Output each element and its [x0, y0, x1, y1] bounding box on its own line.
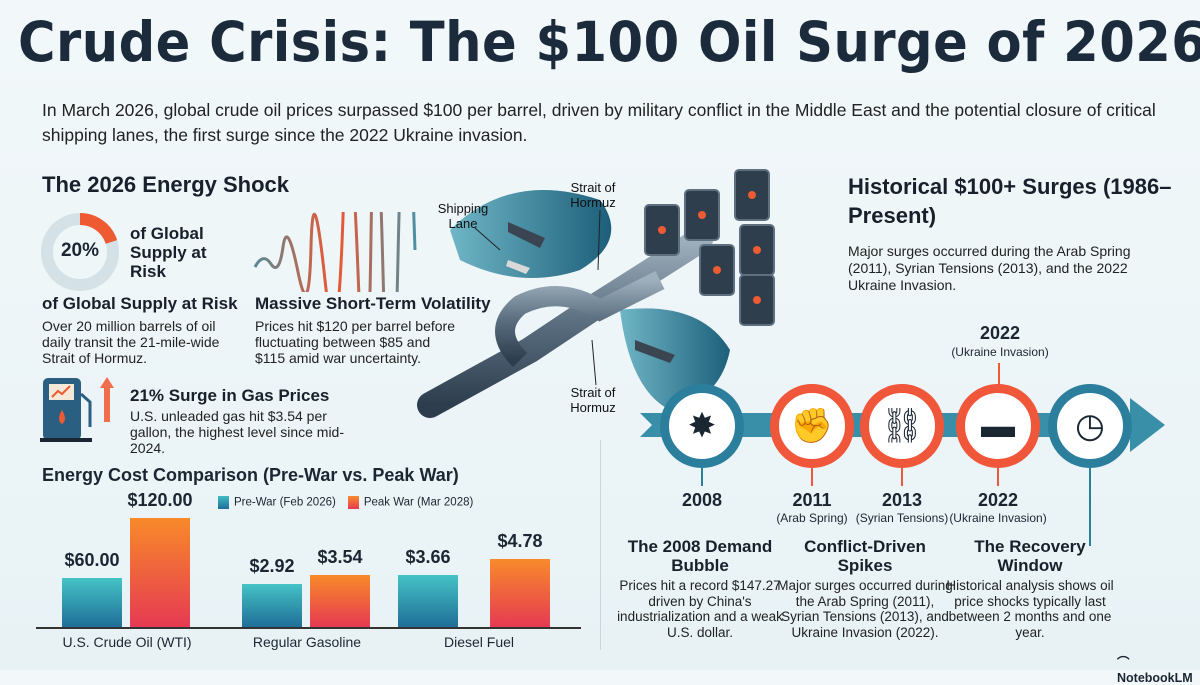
volatility-body: Prices hit $120 per barrel before fluctu…: [255, 318, 455, 366]
legend-item-prewar: Pre-War (Feb 2026): [218, 496, 336, 509]
timeline-node: ▬: [956, 384, 1040, 468]
category-label: Diesel Fuel: [443, 634, 515, 650]
page-subtitle: In March 2026, global crude oil prices s…: [42, 100, 1156, 145]
history-card-body: Historical analysis shows oil price shoc…: [946, 578, 1114, 640]
bar-peak-war: [310, 575, 370, 627]
top-marker-year: 2022: [979, 323, 1021, 343]
history-card-body: Major surges occurred during the Arab Sp…: [777, 578, 953, 640]
volatility-wave-icon: [253, 212, 417, 292]
event-label: (Ukraine Invasion): [949, 511, 1047, 525]
history-card-heading: The Recovery Window: [974, 537, 1086, 575]
history-card-body: Prices hit a record $147.27 driven by Ch…: [617, 578, 783, 640]
legend-label: Pre-War (Feb 2026): [234, 496, 336, 509]
chart-title: Energy Cost Comparison (Pre-War vs. Peak…: [42, 465, 459, 485]
timeline-node: ✊: [770, 384, 854, 468]
notebooklm-brand: ⌒ NotebookLM: [1117, 652, 1200, 685]
category-label: U.S. Crude Oil (WTI): [62, 634, 192, 650]
supply-body: Over 20 million barrels of oil daily tra…: [42, 318, 220, 366]
bar-pre-war: [398, 574, 458, 627]
brand-text: NotebookLM: [1117, 671, 1193, 685]
history-heading: Historical $100+ Surges (1986–Present): [848, 174, 1172, 228]
timeline-node: ◷: [1048, 384, 1132, 468]
bubble-burst-icon: ✸: [687, 407, 717, 445]
history-body: Major surges occurred during the Arab Sp…: [848, 243, 1131, 293]
event-year: 2022: [977, 490, 1019, 510]
broken-chain-icon: ⛓: [880, 407, 924, 445]
event-year: 2011: [792, 490, 832, 510]
event-year: 2013: [881, 490, 923, 510]
divider: [600, 440, 601, 650]
energy-shock-heading: The 2026 Energy Shock: [42, 172, 289, 197]
bar-value-label: $120.00: [127, 490, 193, 510]
top-marker-label: (Ukraine Invasion): [951, 345, 1049, 359]
strait-label-top: Strait of Hormuz: [570, 180, 616, 210]
bar-pre-war: [242, 584, 302, 627]
legend-label: Peak War (Mar 2028): [363, 496, 474, 509]
pipeline-strait-illustration: [417, 169, 775, 418]
gas-heading: 21% Surge in Gas Prices: [130, 386, 330, 405]
chart-baseline: [36, 627, 581, 629]
raised-fist-icon: ✊: [790, 407, 834, 445]
top-marker-line: [998, 363, 1000, 387]
gas-body: U.S. unleaded gas hit $3.54 per gallon, …: [130, 408, 345, 456]
clock-icon: ◷: [1075, 407, 1105, 445]
timeline-stem: [701, 468, 703, 486]
bar-peak-war: [130, 518, 190, 627]
legend-item-peakwar: Peak War (Mar 2028): [347, 496, 474, 509]
chart-legend: Pre-War (Feb 2026) Peak War (Mar 2028): [218, 496, 473, 509]
history-card-heading: Conflict-Driven Spikes: [804, 537, 926, 575]
category-label: Regular Gasoline: [252, 634, 362, 650]
timeline-node: ⛓: [860, 384, 944, 468]
history-card-heading: The 2008 Demand Bubble: [627, 537, 773, 575]
tank-icon: ▬: [981, 406, 1015, 445]
bar-value-label: $4.78: [497, 531, 543, 551]
supply-percent: 20%: [60, 240, 100, 261]
supply-donut-icon: [41, 213, 119, 291]
volatility-heading: Massive Short-Term Volatility: [255, 294, 491, 313]
bar-pre-war: [62, 577, 122, 627]
shipping-lane-label: Shipping Lane: [437, 201, 489, 231]
event-label: (Arab Spring): [776, 511, 848, 525]
supply-side-label: of Global Supply at Risk: [130, 224, 207, 281]
page-title: Crude Crisis: The $100 Oil Surge of 2026: [18, 10, 1200, 74]
timeline-stem: [1089, 468, 1091, 546]
event-label: (Syrian Tensions): [855, 511, 949, 525]
timeline-node: ✸: [660, 384, 744, 468]
bar-value-label: $3.54: [317, 547, 363, 567]
supply-heading: of Global Supply at Risk: [42, 294, 238, 313]
gas-pump-icon: [40, 377, 114, 442]
timeline-stem: [997, 468, 999, 486]
strait-label-bottom: Strait of Hormuz: [570, 385, 616, 415]
bar-peak-war: [490, 559, 550, 627]
timeline-stem: [811, 468, 813, 486]
timeline-stem: [901, 468, 903, 486]
bar-value-label: $60.00: [64, 549, 120, 570]
bar-value-label: $2.92: [249, 556, 295, 577]
bar-chart: $60.00 $120.00 U.S. Crude Oil (WTI) $2.92 $3…: [0, 0, 600, 670]
notebooklm-logo-icon: ⌒: [1117, 656, 1130, 670]
event-year: 2008: [681, 490, 723, 510]
bar-value-label: $3.66: [405, 546, 451, 567]
